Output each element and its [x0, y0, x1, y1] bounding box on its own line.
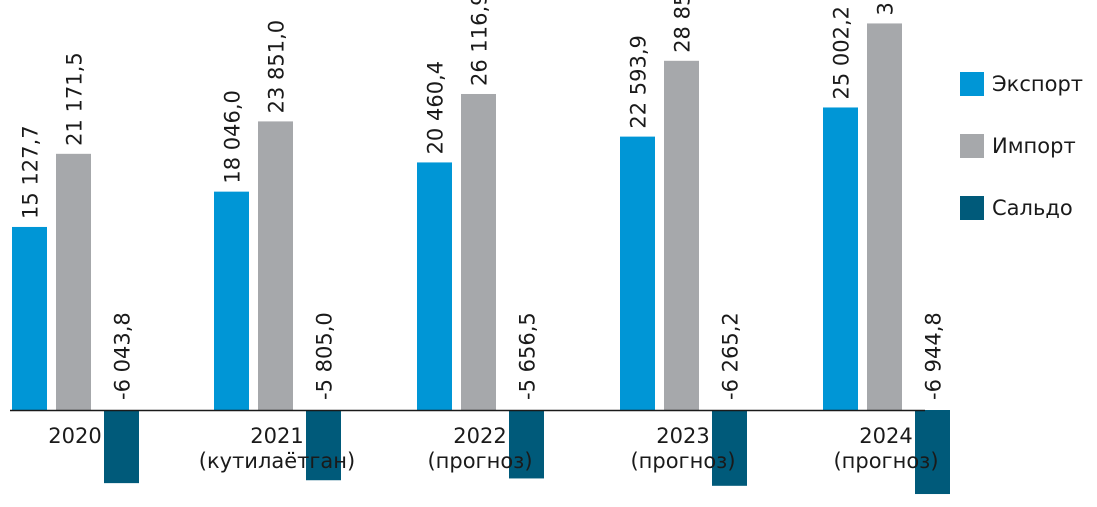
category-label-3-0: 2023 [656, 424, 709, 448]
data-label-export-3: 22 593,9 [627, 35, 651, 129]
bar-export-2 [417, 162, 452, 410]
bar-import-1 [258, 121, 293, 411]
bar-import-4 [867, 23, 902, 410]
category-label-3-1: (прогноз) [630, 449, 735, 473]
data-label-export-1: 18 046,0 [221, 90, 245, 184]
bar-balance-0 [104, 410, 139, 484]
bar-balance-1 [306, 410, 341, 481]
data-label-import-3: 28 859,1 [671, 0, 695, 53]
legend-label-import: Импорт [992, 134, 1076, 158]
category-labels-layer: 2020 2021(кутилаётган)2022(прогноз)2023(п… [48, 424, 938, 473]
bars-layer [12, 23, 950, 495]
bar-import-2 [461, 93, 496, 411]
bar-export-1 [214, 191, 249, 410]
data-label-export-4: 25 002,2 [830, 6, 854, 100]
data-label-balance-2: -5 656,5 [516, 312, 540, 400]
data-label-export-2: 20 460,4 [424, 61, 448, 155]
bar-balance-4 [915, 410, 950, 495]
data-labels-layer: 15 127,7 18 046,0 20 460,4 22 593,9 25 002,2… [19, 0, 946, 400]
data-label-import-0: 21 171,5 [63, 52, 87, 146]
category-label-4-1: (прогноз) [833, 449, 938, 473]
bar-balance-3 [712, 410, 747, 486]
category-label-2-0: 2022 [453, 424, 506, 448]
category-label-1-1: (кутилаётган) [199, 449, 355, 473]
data-label-import-4: 31 947,1 [874, 0, 898, 15]
data-label-balance-1: -5 805,0 [313, 312, 337, 400]
legend-swatch-import [960, 134, 984, 158]
legend-item-import: Импорт [960, 132, 1090, 160]
bar-export-4 [823, 107, 858, 410]
data-label-export-0: 15 127,7 [19, 125, 43, 219]
data-label-balance-3: -6 265,2 [719, 312, 743, 400]
data-label-balance-4: -6 944,8 [922, 312, 946, 400]
bar-import-0 [56, 153, 91, 411]
category-label-0-0: 2020 [48, 424, 101, 448]
data-label-import-2: 26 116,9 [468, 0, 492, 86]
bar-export-0 [12, 226, 47, 410]
data-label-balance-0: -6 043,8 [111, 312, 135, 400]
legend-item-balance: Сальдо [960, 194, 1090, 222]
category-label-1-0: 2021 [250, 424, 303, 448]
bar-balance-2 [509, 410, 544, 479]
legend-swatch-balance [960, 196, 984, 220]
bar-import-3 [664, 60, 699, 410]
legend-item-export: Экспорт [960, 70, 1090, 98]
legend-swatch-export [960, 72, 984, 96]
category-label-2-1: (прогноз) [427, 449, 532, 473]
category-label-4-0: 2024 [859, 424, 912, 448]
legend-label-balance: Сальдо [992, 196, 1073, 220]
legend: Экспорт Импорт Сальдо [960, 70, 1090, 256]
data-label-import-1: 23 851,0 [265, 20, 289, 114]
legend-label-export: Экспорт [992, 72, 1084, 96]
bar-export-3 [620, 136, 655, 410]
